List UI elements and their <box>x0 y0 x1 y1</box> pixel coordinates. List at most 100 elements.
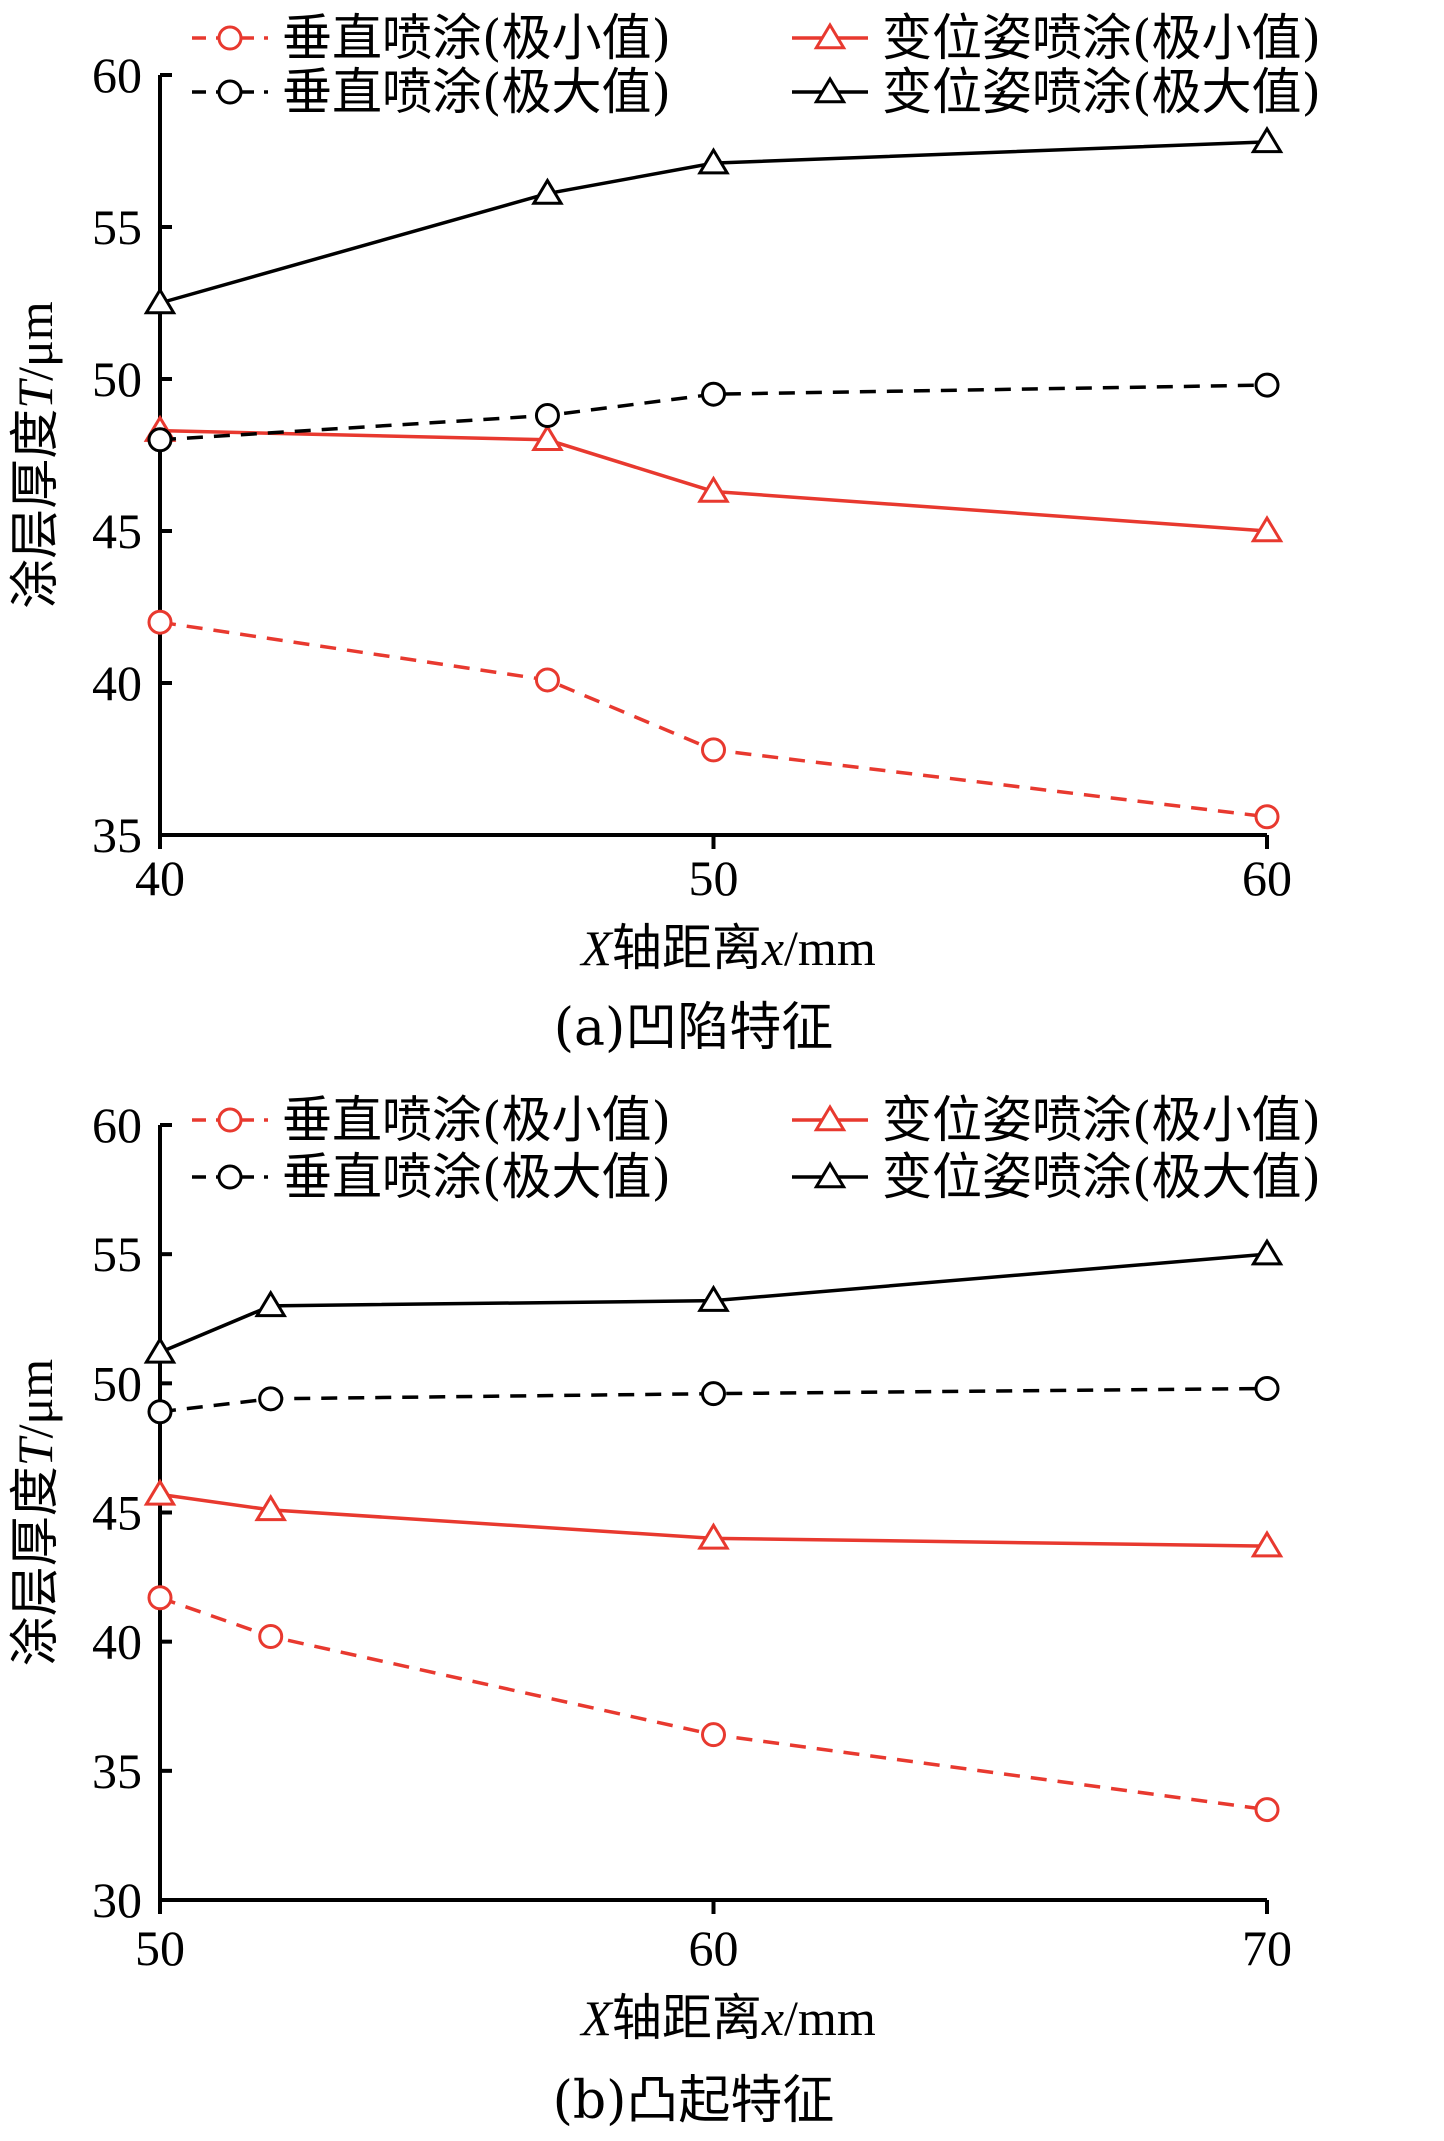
y-tick-label: 60 <box>92 1097 142 1153</box>
series-line <box>159 428 1268 533</box>
series-line <box>159 1386 1268 1414</box>
data-point <box>1250 1530 1284 1558</box>
data-point <box>1254 1797 1280 1823</box>
legend-marker <box>217 79 243 105</box>
y-tick-label: 35 <box>92 1743 142 1799</box>
data-point <box>147 1399 173 1425</box>
legend-item: 变位姿喷涂(极小值) <box>792 9 1321 67</box>
y-axis-title: 涂层厚度T/μm <box>6 1359 64 1667</box>
legend-item: 垂直喷涂(极大值) <box>192 63 671 121</box>
series-2 <box>147 1376 1280 1425</box>
data-point <box>701 1722 726 1748</box>
data-point <box>258 1386 284 1412</box>
data-point <box>701 737 726 763</box>
series-2 <box>147 372 1280 453</box>
x-tick-label: 50 <box>689 850 739 906</box>
chart-caption: (a)凹陷特征 <box>554 998 834 1058</box>
x-axis-title: X轴距离x/mm <box>579 919 876 977</box>
legend-marker <box>813 22 847 50</box>
series-1 <box>143 1478 1284 1558</box>
data-point <box>534 667 560 693</box>
series-line <box>159 620 1268 819</box>
legend-marker <box>813 1104 847 1132</box>
legend-item: 垂直喷涂(极小值) <box>192 1091 671 1149</box>
legend-item: 变位姿喷涂(极大值) <box>792 1148 1321 1206</box>
x-tick-label: 70 <box>1242 1920 1292 1976</box>
series-line <box>159 1252 1268 1354</box>
data-point <box>534 402 560 428</box>
data-point <box>697 1522 730 1550</box>
y-tick-label: 30 <box>92 1872 142 1928</box>
data-point <box>1250 515 1284 543</box>
x-tick-label: 40 <box>135 850 185 906</box>
series-3 <box>143 1238 1284 1364</box>
data-point <box>1254 804 1280 830</box>
y-tick-label: 40 <box>92 1614 142 1670</box>
series-line <box>159 1596 1268 1812</box>
data-point <box>531 423 564 452</box>
legend-label: 垂直喷涂(极大值) <box>282 63 671 121</box>
legend-marker <box>813 1161 847 1189</box>
data-point <box>697 1284 730 1312</box>
y-tick-label: 60 <box>92 47 142 103</box>
data-point <box>147 609 173 635</box>
axes <box>158 75 1267 837</box>
legend-item: 垂直喷涂(极大值) <box>192 1148 671 1206</box>
data-point <box>531 177 564 205</box>
data-point <box>1250 125 1284 154</box>
legend-label: 变位姿喷涂(极小值) <box>882 9 1321 67</box>
data-point <box>143 287 177 315</box>
data-point <box>147 427 173 453</box>
legend-marker <box>217 25 243 51</box>
legend-item: 垂直喷涂(极小值) <box>192 9 671 67</box>
data-point <box>697 147 730 175</box>
series-line <box>159 383 1268 442</box>
series-line <box>159 1492 1268 1548</box>
data-point <box>143 1336 177 1364</box>
y-tick-label: 55 <box>92 199 142 255</box>
legend-marker <box>217 1107 243 1133</box>
y-tick-label: 35 <box>92 807 142 863</box>
data-point <box>147 1585 173 1611</box>
legend-label: 垂直喷涂(极大值) <box>282 1148 671 1206</box>
data-point <box>697 475 730 503</box>
x-tick-label: 60 <box>689 1920 739 1976</box>
series-0 <box>147 609 1280 830</box>
y-tick-label: 55 <box>92 1226 142 1282</box>
data-point <box>1254 1376 1280 1401</box>
data-point <box>258 1624 284 1649</box>
chart-svg-b: 30 35 40 45 50 55 60 50 60 70 X轴距离x/mm 涂层厚度T/μm 垂直喷涂… <box>6 1091 1321 2131</box>
series-1 <box>143 414 1284 543</box>
y-tick-label: 45 <box>92 1485 142 1541</box>
y-tick-label: 50 <box>92 351 142 407</box>
legend-marker <box>813 76 847 104</box>
x-tick-label: 50 <box>135 1920 185 1976</box>
series-3 <box>143 125 1284 315</box>
chart-caption: (b)凸起特征 <box>553 2071 835 2131</box>
data-point <box>143 1478 177 1506</box>
y-axis-title: 涂层厚度T/μm <box>6 301 64 609</box>
legend-label: 垂直喷涂(极小值) <box>282 1091 671 1149</box>
y-tick-label: 40 <box>92 655 142 711</box>
series-line <box>159 140 1268 305</box>
chart-panel-a: 35 40 45 50 55 60 40 50 60 X轴距离x/mm 涂层厚度T/μm 垂直喷涂(极… <box>0 0 1444 1070</box>
data-point <box>254 1494 287 1522</box>
legend-item: 变位姿喷涂(极大值) <box>792 63 1321 121</box>
series-0 <box>147 1585 1280 1823</box>
data-point <box>254 1289 287 1318</box>
y-tick-label: 45 <box>92 503 142 559</box>
legend-label: 变位姿喷涂(极大值) <box>882 1148 1321 1206</box>
legend-marker <box>217 1164 243 1190</box>
legend-label: 变位姿喷涂(极小值) <box>882 1091 1321 1149</box>
legend-label: 变位姿喷涂(极大值) <box>882 63 1321 121</box>
data-point <box>1254 372 1280 398</box>
y-tick-label: 50 <box>92 1355 142 1411</box>
x-tick-label: 60 <box>1242 850 1292 906</box>
data-point <box>701 1381 726 1407</box>
legend-label: 垂直喷涂(极小值) <box>282 9 671 67</box>
legend-item: 变位姿喷涂(极小值) <box>792 1091 1321 1149</box>
data-point <box>701 381 726 407</box>
x-axis-title: X轴距离x/mm <box>579 1989 876 2047</box>
data-point <box>1250 1238 1284 1266</box>
